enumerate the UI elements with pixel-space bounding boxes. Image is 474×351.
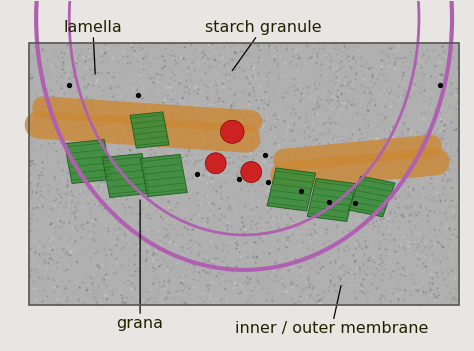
Ellipse shape xyxy=(241,161,262,183)
FancyBboxPatch shape xyxy=(140,154,187,197)
Ellipse shape xyxy=(220,120,244,143)
FancyBboxPatch shape xyxy=(130,112,169,148)
FancyBboxPatch shape xyxy=(267,168,316,211)
FancyBboxPatch shape xyxy=(102,153,150,198)
FancyBboxPatch shape xyxy=(307,178,356,221)
Text: lamella: lamella xyxy=(64,20,122,74)
Bar xyxy=(29,43,459,305)
Text: grana: grana xyxy=(117,200,164,331)
FancyBboxPatch shape xyxy=(348,176,395,217)
Text: inner / outer membrane: inner / outer membrane xyxy=(235,286,428,336)
Ellipse shape xyxy=(205,153,226,174)
Text: starch granule: starch granule xyxy=(205,20,321,71)
FancyBboxPatch shape xyxy=(64,140,112,184)
Bar xyxy=(29,43,459,305)
